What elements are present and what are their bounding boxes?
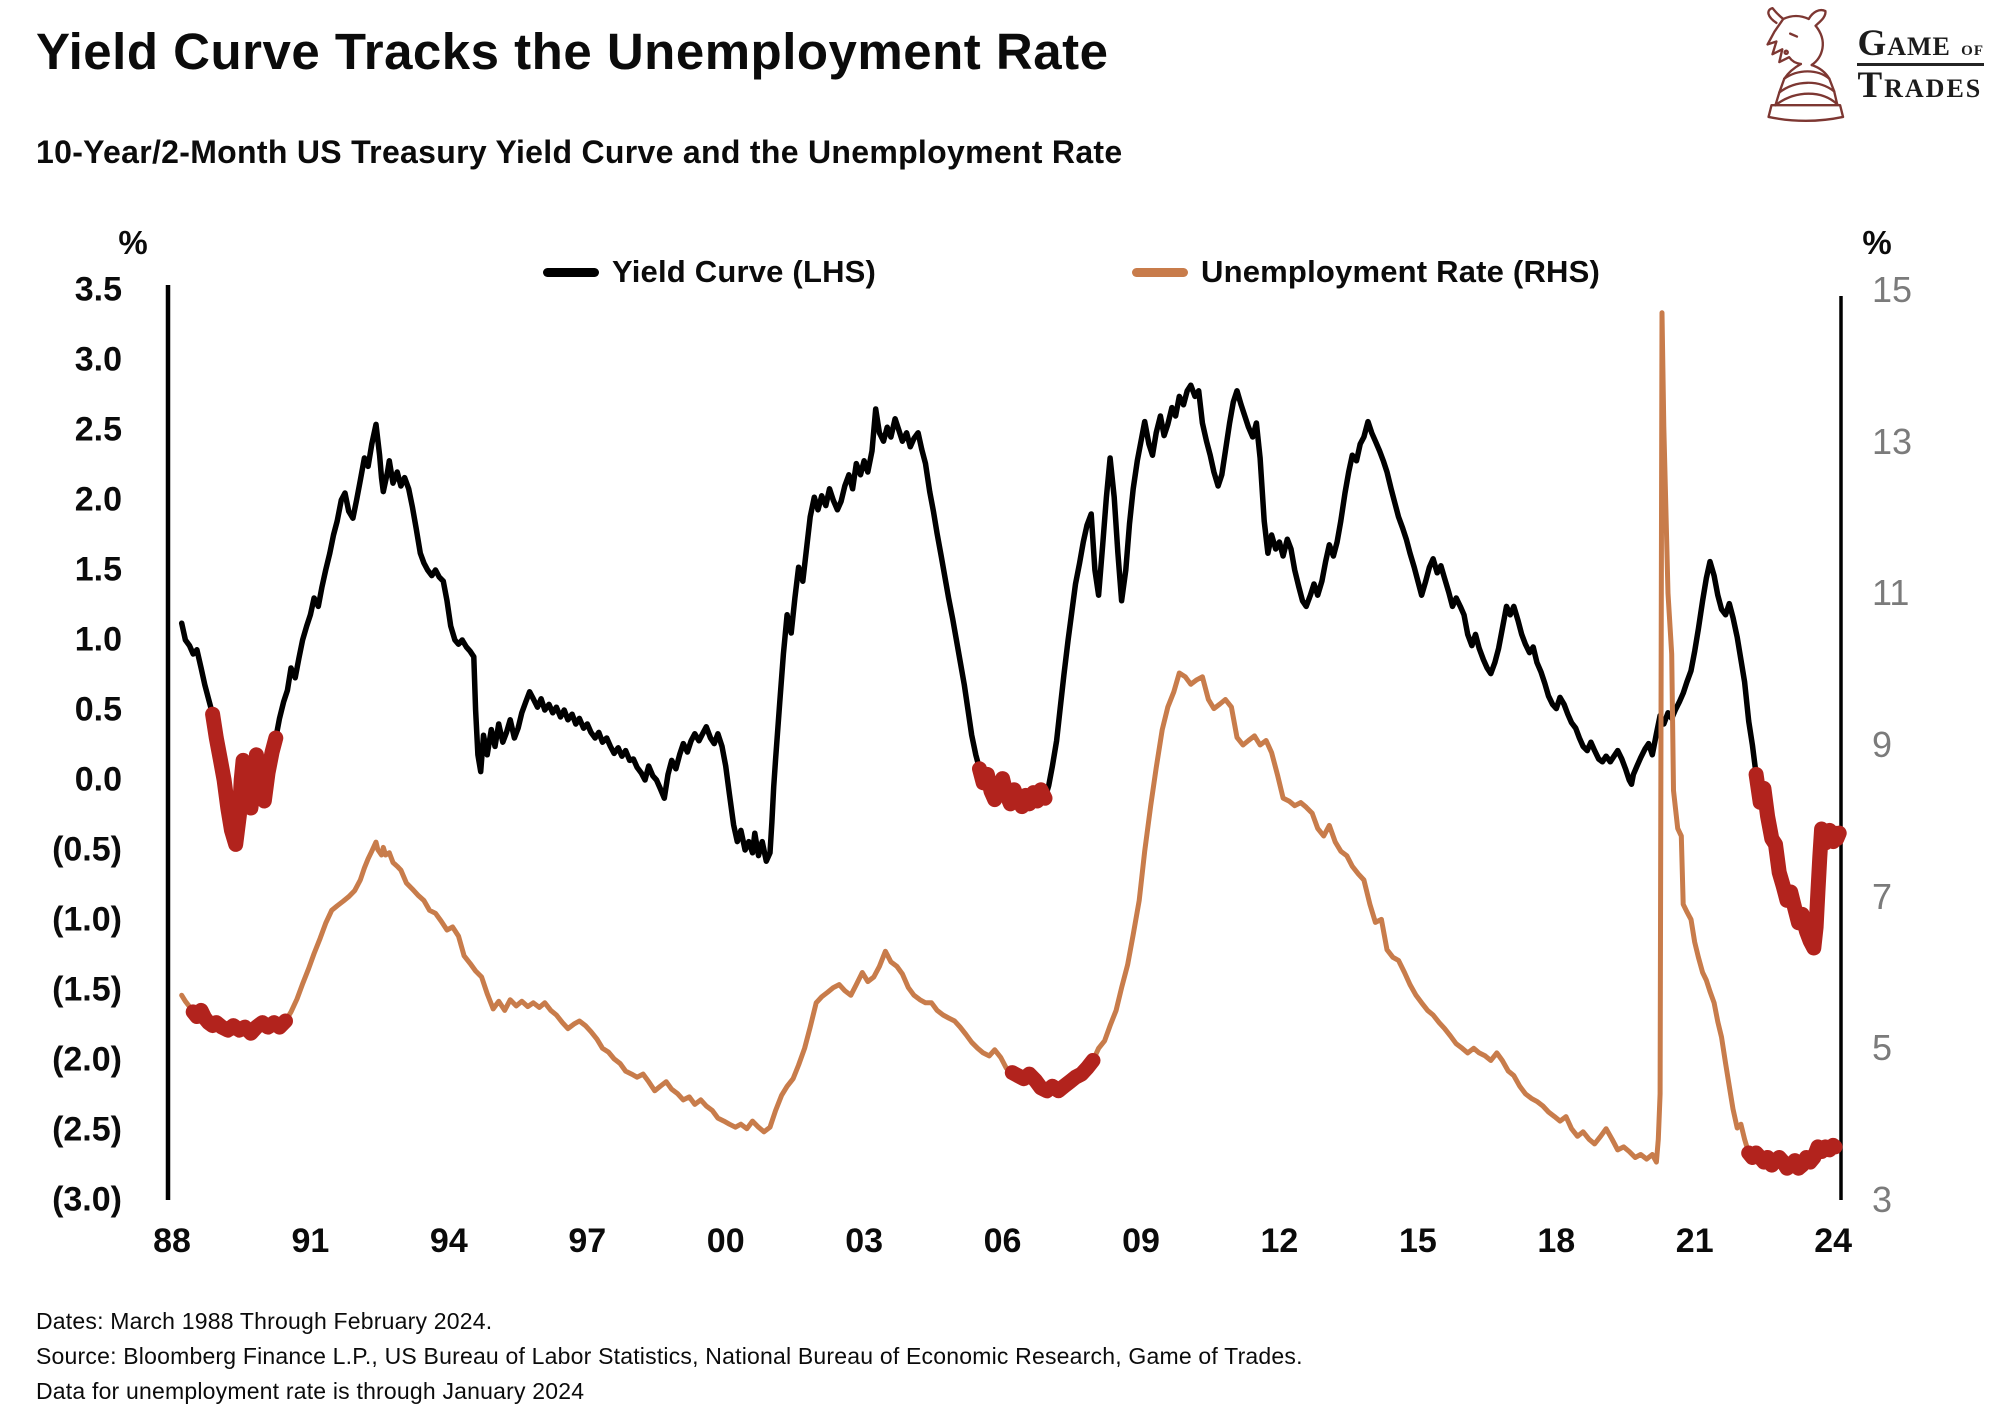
y-left-tick-label: (0.5)	[52, 830, 122, 869]
y-left-tick-label: 2.5	[74, 410, 122, 449]
y-left-tick-label: (1.5)	[52, 970, 122, 1009]
page-title: Yield Curve Tracks the Unemployment Rate	[36, 23, 1109, 80]
inversion-highlight-segment	[1004, 1053, 1101, 1099]
x-tick-label: 21	[1675, 1222, 1714, 1260]
inversion-highlight-segment	[1748, 766, 1847, 956]
x-tick-label: 97	[568, 1222, 607, 1260]
y-left-tick-label: (1.0)	[52, 900, 122, 939]
inversion-highlight-segment	[205, 706, 284, 852]
y-left-tick-label: 2.0	[74, 480, 122, 519]
y-left-tick-label: 1.0	[74, 620, 122, 659]
footnote-source: Source: Bloomberg Finance L.P., US Burea…	[36, 1343, 1303, 1369]
chart-subtitle: 10-Year/2-Month US Treasury Yield Curve …	[36, 134, 1123, 170]
inversion-highlight-segment	[185, 1002, 293, 1041]
x-tick-label: 03	[845, 1222, 884, 1260]
inversion-highlight-segment	[1741, 1137, 1843, 1176]
y-left-tick-label: 3.0	[74, 340, 122, 379]
y-right-tick-label: 3	[1872, 1179, 1893, 1220]
series-line-yield-curve	[178, 382, 1842, 951]
series-line-unemployment-rate	[179, 310, 1838, 1171]
bull-chess-piece-icon	[1766, 6, 1845, 122]
inversion-highlight-segment	[972, 761, 1053, 815]
chart-footnotes: Dates: March 1988 Through February 2024.…	[36, 1304, 1303, 1409]
y-right-tick-label: 13	[1872, 420, 1913, 462]
x-tick-label: 94	[429, 1222, 468, 1260]
left-axis-unit: %	[118, 224, 148, 261]
y-right-tick-label: 5	[1872, 1027, 1893, 1069]
x-tick-label: 06	[983, 1222, 1022, 1260]
x-tick-label: 15	[1398, 1222, 1437, 1260]
y-left-tick-label: 0.0	[74, 760, 122, 799]
x-tick-label: 12	[1260, 1222, 1299, 1260]
game-of-trades-logo: Game of Trades	[1747, 6, 1984, 124]
y-right-tick-label: 11	[1872, 572, 1910, 614]
x-tick-label: 88	[153, 1222, 191, 1260]
x-tick-label: 00	[706, 1222, 745, 1260]
y-left-tick-label: (2.5)	[52, 1110, 122, 1149]
footnote-dates: Dates: March 1988 Through February 2024.	[36, 1308, 493, 1334]
x-tick-label: 91	[291, 1222, 330, 1260]
footnote-unemployment-note: Data for unemployment rate is through Ja…	[36, 1378, 585, 1404]
x-tick-label: 24	[1814, 1222, 1853, 1260]
right-axis-unit: %	[1862, 224, 1892, 261]
x-tick-label: 09	[1122, 1222, 1160, 1260]
y-right-tick-label: 15	[1872, 269, 1913, 310]
x-tick-label: 18	[1537, 1222, 1576, 1260]
logo-wordmark: Game of Trades	[1857, 22, 1984, 106]
y-left-tick-label: 1.5	[74, 550, 122, 589]
y-right-tick-label: 7	[1872, 875, 1893, 917]
y-left-tick-label: (2.0)	[52, 1040, 122, 1079]
y-left-tick-label: 0.5	[74, 690, 122, 729]
y-left-tick-label: 3.5	[74, 270, 122, 309]
y-left-tick-label: (3.0)	[52, 1180, 122, 1219]
y-right-tick-label: 9	[1872, 724, 1893, 765]
